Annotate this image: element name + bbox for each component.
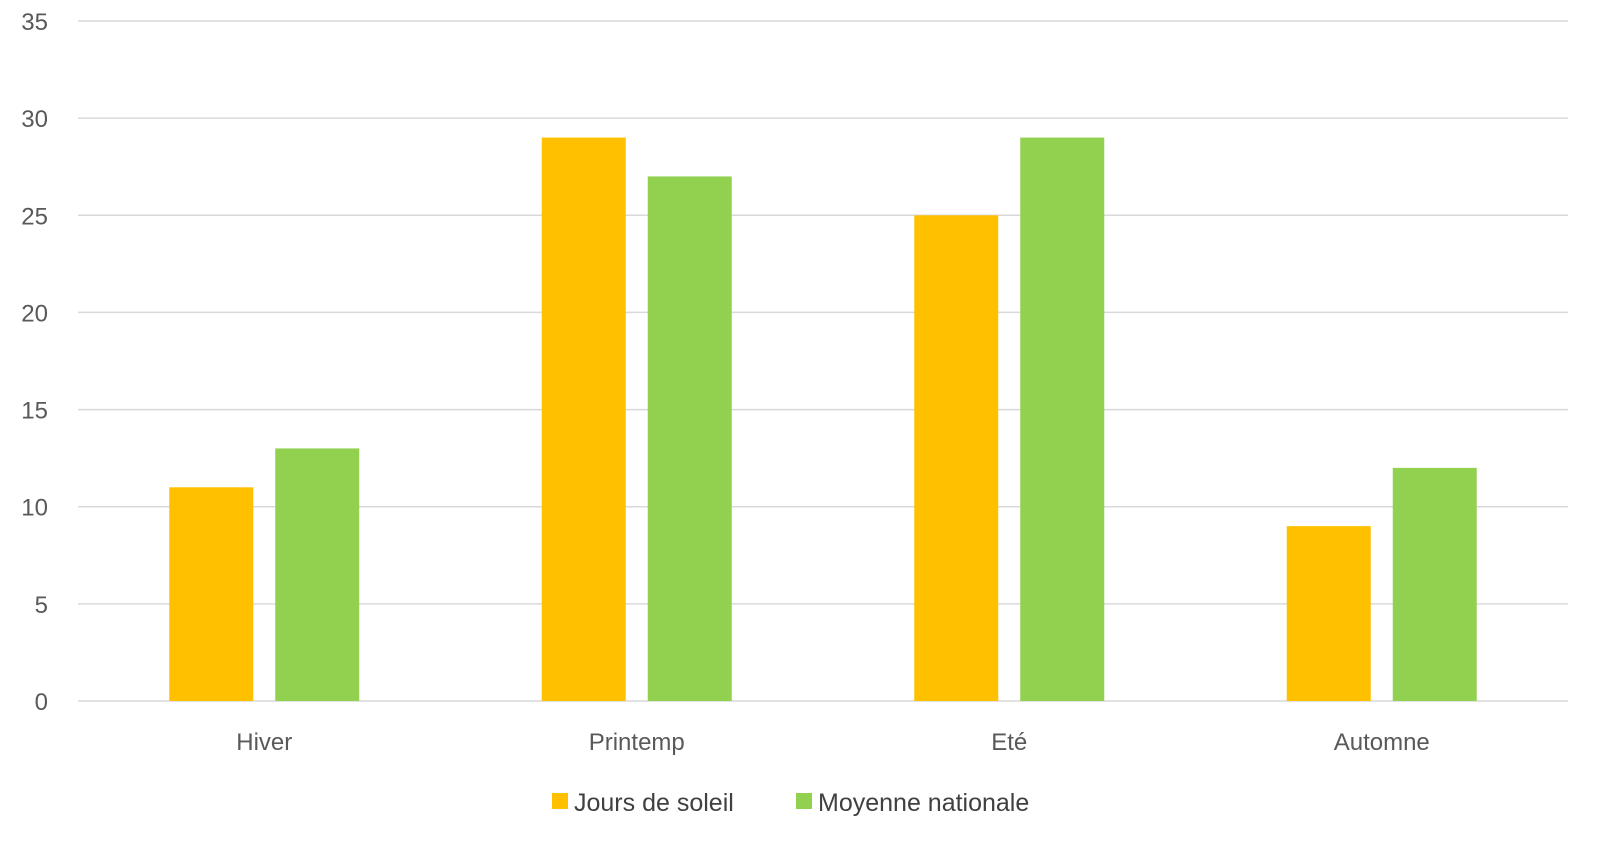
legend-entry-label: Moyenne nationale — [818, 789, 1029, 817]
y-tick-label: 10 — [21, 495, 48, 522]
bar-jours-de-soleil-0 — [169, 487, 254, 701]
x-category-label: Automne — [1334, 729, 1430, 756]
bar-jours-de-soleil-2 — [914, 215, 999, 702]
y-tick-label: 20 — [21, 300, 48, 327]
bar-moyenne-nationale-3 — [1392, 467, 1477, 701]
x-category-label: Hiver — [236, 729, 292, 756]
legend: Jours de soleil Moyenne nationale — [552, 789, 1029, 817]
legend-swatch — [552, 793, 568, 809]
bars — [169, 137, 1477, 702]
y-tick-label: 35 — [21, 9, 48, 36]
bar-moyenne-nationale-2 — [1020, 137, 1105, 702]
legend-entry-label: Jours de soleil — [574, 789, 734, 817]
y-tick-label: 5 — [35, 592, 48, 619]
y-tick-label: 15 — [21, 398, 48, 425]
y-tick-label: 25 — [21, 203, 48, 230]
bar-moyenne-nationale-1 — [647, 176, 732, 701]
bar-jours-de-soleil-3 — [1286, 526, 1371, 701]
bar-jours-de-soleil-1 — [541, 137, 626, 702]
x-category-label: Eté — [991, 729, 1027, 756]
x-axis-category-labels: Hiver Printemp Eté Automne — [236, 729, 1430, 756]
y-tick-label: 30 — [21, 106, 48, 133]
y-tick-label: 0 — [35, 689, 48, 716]
legend-swatch — [796, 793, 812, 809]
bar-moyenne-nationale-0 — [275, 448, 360, 701]
x-category-label: Printemp — [589, 729, 685, 756]
y-axis-tick-labels: 0 5 10 15 20 25 30 35 — [21, 9, 48, 716]
